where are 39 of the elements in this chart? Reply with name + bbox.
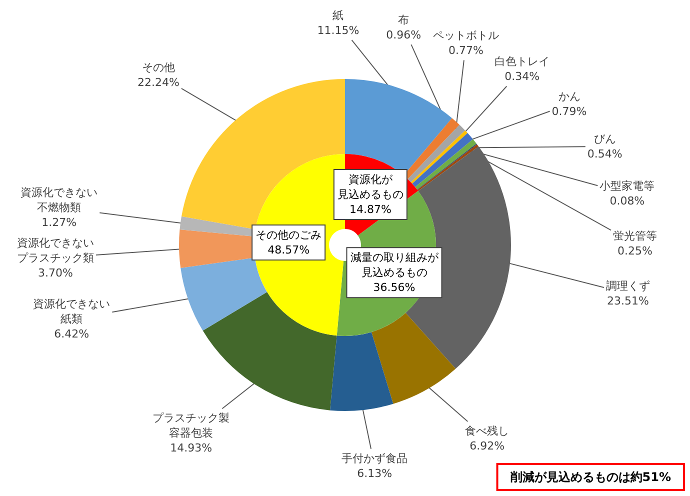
slice-label: 手付かず食品	[342, 452, 408, 465]
data-label: 36.56%	[373, 281, 416, 294]
data-label: 0.96%	[386, 28, 422, 42]
slice-label: 白色トレイ	[494, 55, 550, 68]
slice-label: プラスチック製容器包装	[152, 412, 230, 440]
slice-label: 資源化できないプラスチック類	[16, 236, 94, 264]
data-label: 3.70%	[38, 266, 73, 280]
data-label: 48.57%	[268, 243, 310, 256]
data-label: 6.13%	[357, 466, 392, 480]
data-label: 0.34%	[504, 70, 540, 84]
slice-label: その他	[142, 61, 175, 74]
slice-label: ペットボトル	[432, 29, 499, 42]
data-label: 0.54%	[587, 147, 622, 160]
text: 削減が見込めるものは約51%	[509, 470, 672, 484]
slice-label: 調理くず	[606, 280, 650, 293]
data-label: 11.15%	[317, 24, 360, 38]
slice-label: 蛍光管等	[612, 230, 657, 243]
slice-label: その他のごみ	[256, 228, 322, 242]
data-label: 0.08%	[610, 194, 645, 208]
data-label: 0.25%	[618, 244, 652, 258]
data-label: 1.27%	[42, 216, 77, 230]
data-label: 14.93%	[170, 442, 212, 455]
slice-label: 紙	[332, 9, 344, 22]
data-label: 14.87%	[349, 203, 392, 216]
data-label: 23.51%	[606, 294, 649, 308]
slice-label: 食べ残し	[465, 424, 510, 438]
slice-label: びん	[594, 132, 616, 146]
slice-label: 資源化できない紙類	[33, 298, 110, 326]
data-label: 0.79%	[552, 105, 587, 118]
slice-label: かん	[558, 90, 580, 104]
data-label: 6.42%	[54, 328, 90, 341]
slice-label: 布	[398, 14, 410, 27]
slice-label: 小型家電等	[600, 180, 655, 193]
slice-label: 資源化が見込めるもの	[337, 173, 404, 202]
data-label: 0.77%	[448, 44, 484, 58]
slice-label: 資源化できない不燃物類	[20, 186, 98, 214]
data-label: 22.24%	[137, 76, 180, 90]
slice-label: 減量の取り組みが見込めるもの	[350, 251, 440, 280]
data-label: 6.92%	[470, 440, 505, 453]
